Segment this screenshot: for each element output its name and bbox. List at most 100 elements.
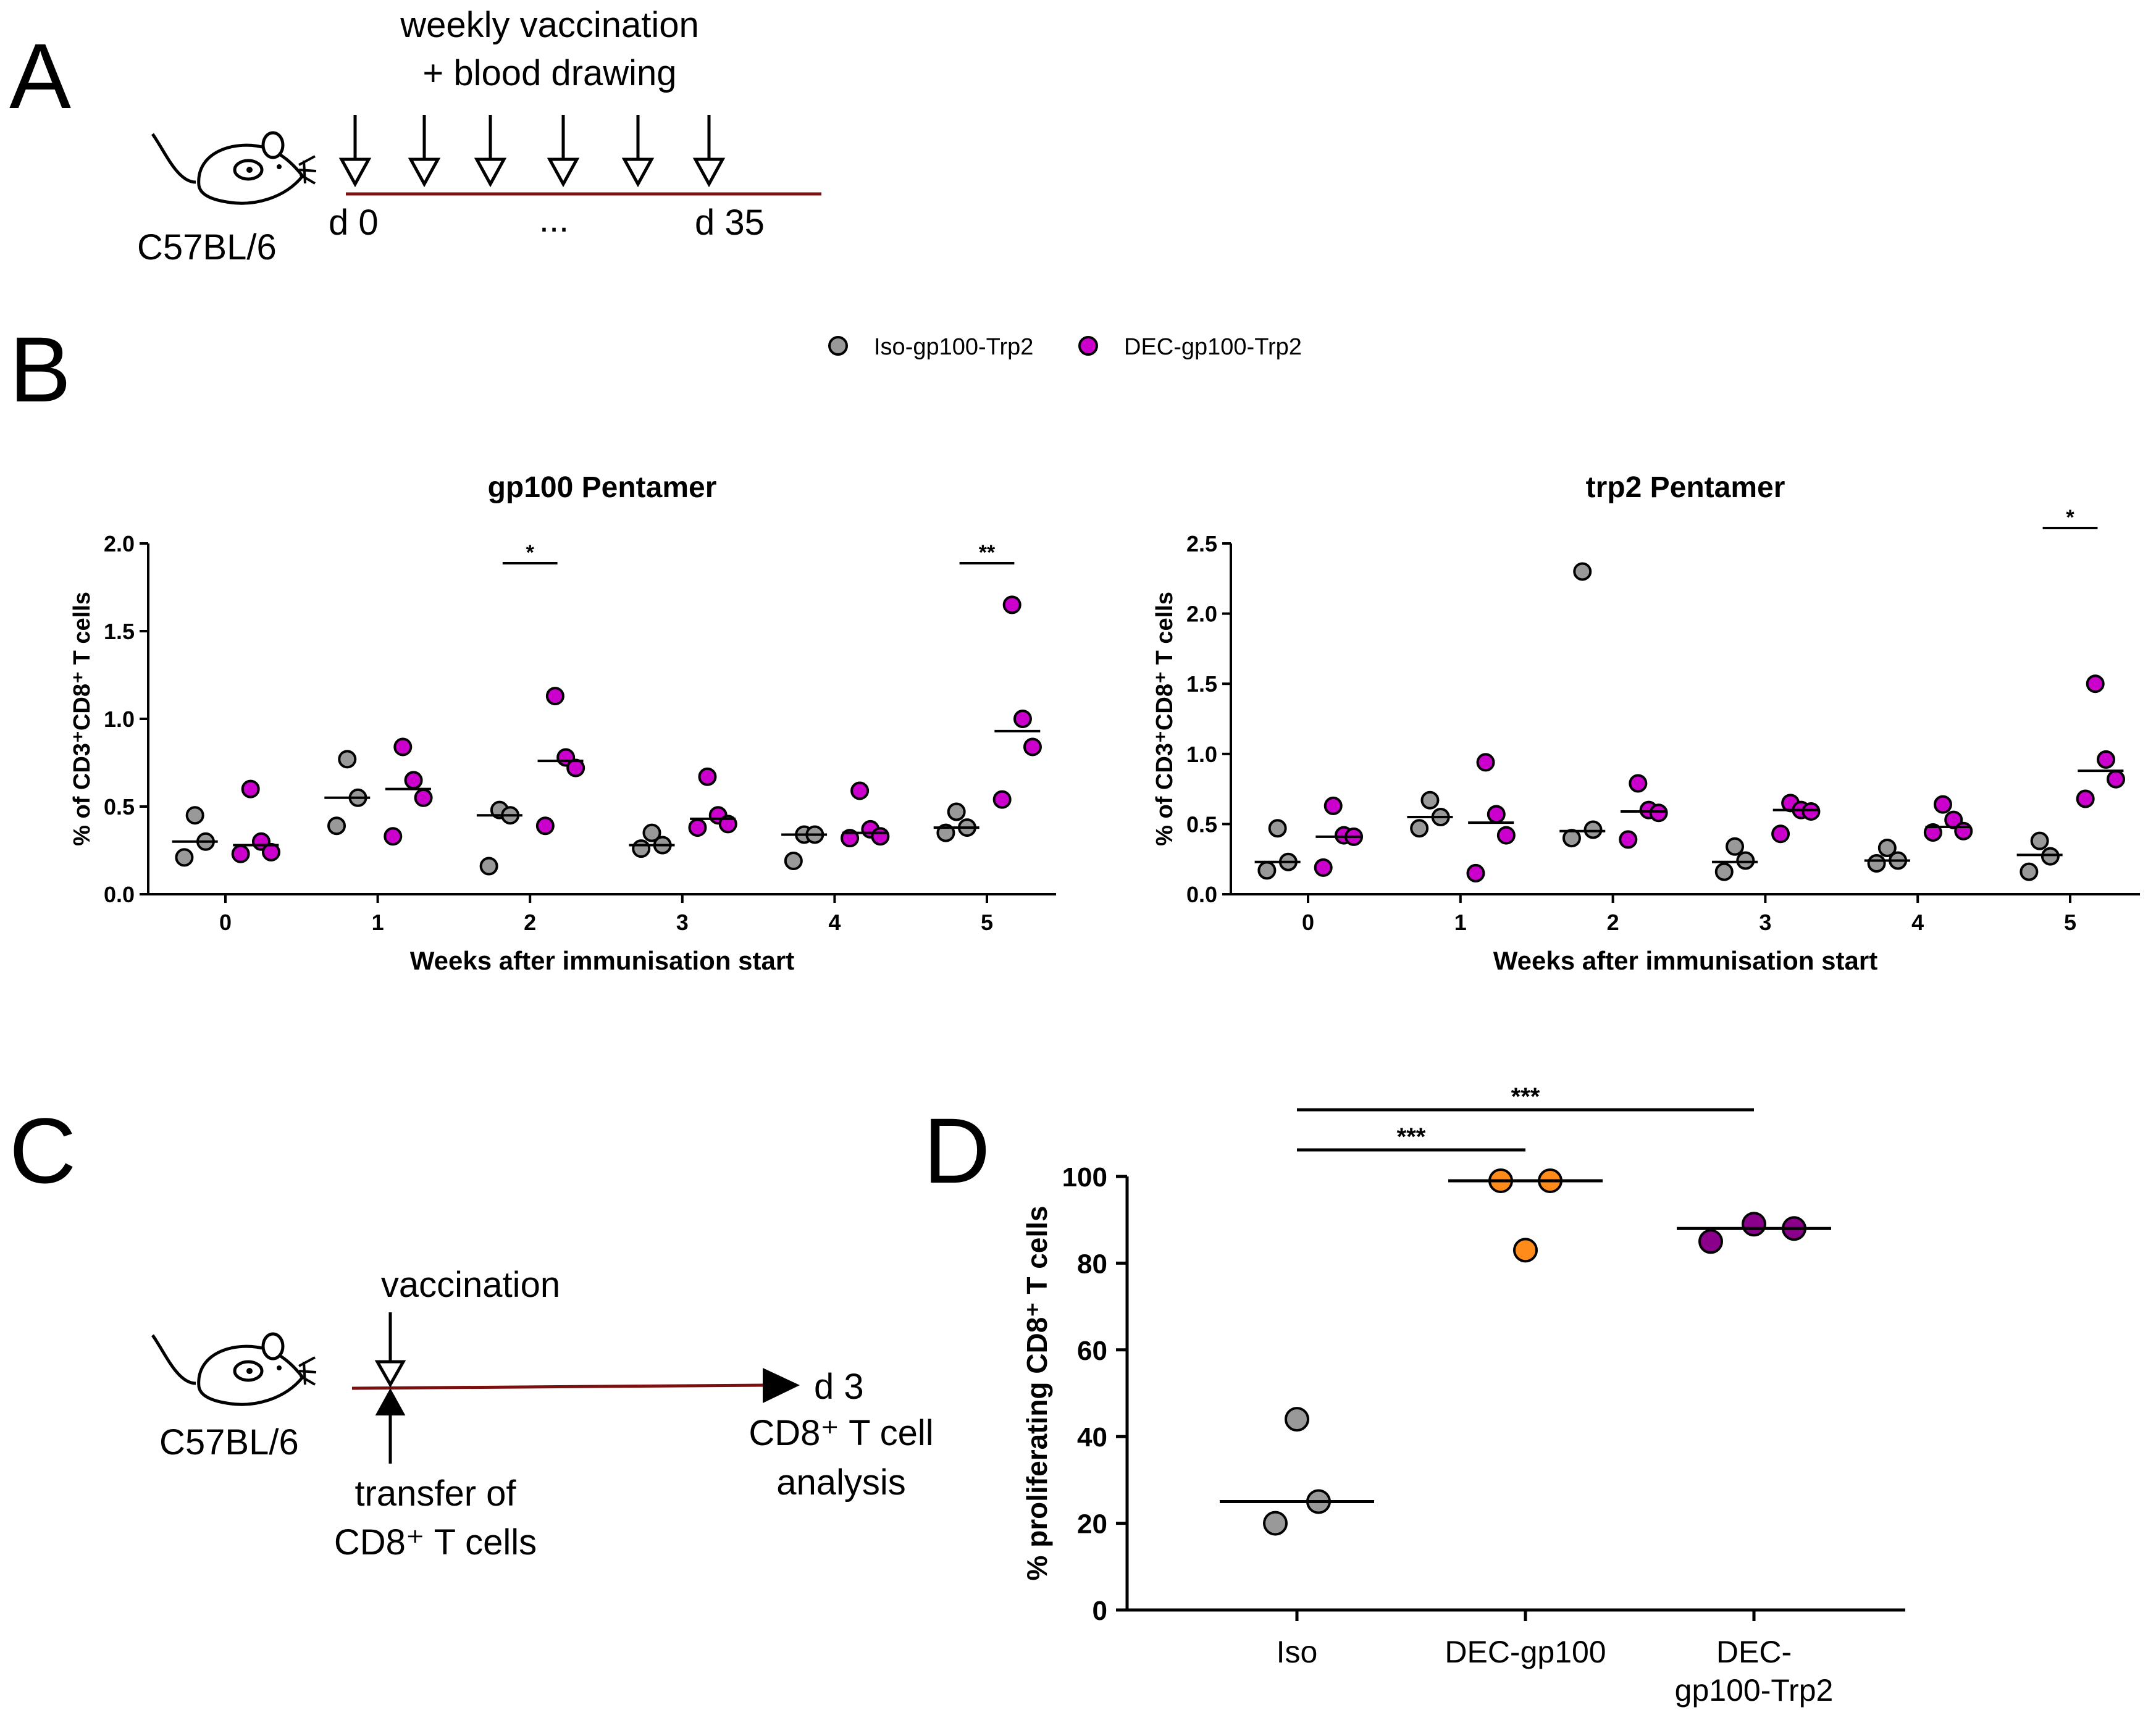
data-point: [841, 829, 860, 848]
panel-c-strain: C57BL/6: [159, 1422, 299, 1462]
mouse-icon: [153, 1334, 316, 1404]
chart-proliferation: 0 20 40 60 80 100 % proliferating CD8⁺ T cells…: [1021, 1083, 1905, 1708]
x-tick-label: 1: [1454, 910, 1467, 935]
y-tick-label: 100: [1062, 1162, 1107, 1193]
data-point: [338, 750, 357, 769]
data-point: [1013, 710, 1032, 728]
data-point: [241, 779, 260, 799]
panel-a-ellipsis: ...: [539, 199, 569, 240]
data-point: [947, 802, 966, 821]
y-tick-label: 2.0: [1186, 602, 1217, 627]
data-point: [1562, 829, 1581, 848]
data-point: [1802, 802, 1821, 821]
legend-marker-iso: [828, 336, 848, 356]
data-point: [2107, 769, 2126, 789]
data-point: [632, 839, 651, 858]
data-point: [2030, 831, 2049, 850]
significance-label: ***: [1511, 1083, 1540, 1110]
y-tick-label: 1.0: [1186, 742, 1217, 767]
data-point: [1629, 774, 1648, 793]
panel-c-label: C: [9, 1099, 76, 1202]
legend-marker-dec: [1078, 336, 1098, 356]
data-point: [1285, 1407, 1309, 1432]
legend: Iso-gp100-Trp2 DEC-gp100-Trp2: [828, 334, 1302, 360]
data-point: [1002, 595, 1021, 614]
data-point: [1420, 790, 1440, 810]
x-tick-label: 4: [1911, 910, 1924, 935]
x-tick-label: 2: [524, 910, 536, 935]
y-tick-label: 20: [1077, 1509, 1107, 1540]
y-tick-label: 1.5: [104, 619, 135, 644]
data-point: [327, 816, 346, 836]
panel-a-strain: C57BL/6: [137, 227, 277, 267]
data-point: [1257, 861, 1277, 880]
chart-title: trp2 Pentamer: [1586, 471, 1785, 504]
y-tick-label: 1.5: [1186, 671, 1217, 697]
data-point: [1466, 863, 1485, 882]
data-point: [850, 781, 870, 800]
data-point: [2086, 674, 2105, 694]
significance-label: ***: [1397, 1123, 1426, 1151]
data-point: [1268, 819, 1287, 838]
data-point: [2096, 750, 2115, 769]
panel-a-header-line2: + blood drawing: [422, 53, 676, 93]
panel-a-day-end: d 35: [695, 203, 765, 243]
y-tick-label: 60: [1077, 1336, 1107, 1366]
data-point: [871, 827, 890, 846]
x-axis-label: Weeks after immunisation start: [410, 946, 794, 975]
vaccination-arrow-icon: [411, 115, 438, 184]
panel-a-day-start: d 0: [329, 203, 379, 243]
panel-c-transfer-line1: transfer of: [354, 1474, 516, 1514]
y-axis-label: % of CD3⁺CD8⁺ T cells: [69, 592, 95, 846]
data-point: [1573, 562, 1592, 581]
x-tick-label: 0: [1302, 910, 1314, 935]
legend-label-dec: DEC-gp100-Trp2: [1124, 334, 1302, 360]
legend-label-iso: Iso-gp100-Trp2: [874, 334, 1033, 360]
panel-c-transfer-line2: CD8⁺ T cells: [334, 1522, 537, 1562]
y-tick-label: 2.5: [1186, 531, 1217, 556]
vaccination-arrow-icon: [342, 115, 369, 184]
data-point: [261, 842, 280, 861]
data-point: [1771, 824, 1790, 844]
data-point: [936, 823, 955, 842]
data-point: [2041, 847, 2060, 866]
timeline-c: [351, 1383, 766, 1390]
panel-d-label: D: [923, 1099, 990, 1202]
x-tick-label: 3: [676, 910, 689, 935]
chart-gp100: gp100 Pentamer 0.0 0.5 1.0 1.5 2.0 0 1 2 3 4 5 Weeks…: [69, 471, 1056, 975]
data-point: [231, 844, 250, 863]
data-point: [1649, 803, 1668, 823]
data-point: [384, 827, 403, 846]
data-point: [2020, 862, 2039, 881]
y-tick-label: 0: [1093, 1596, 1107, 1626]
data-point: [1923, 823, 1942, 842]
significance-label: *: [2066, 506, 2074, 529]
data-point: [393, 737, 413, 757]
y-axis-label: % of CD3⁺CD8⁺ T cells: [1152, 592, 1178, 846]
data-point: [1410, 819, 1429, 838]
panel-c: C C57BL/6 vaccination transfer of CD8⁺ T…: [9, 1099, 934, 1562]
data-point: [185, 806, 204, 825]
data-point: [1263, 1511, 1288, 1536]
vaccination-arrow-icon: [550, 115, 577, 184]
data-point: [2076, 789, 2095, 808]
data-point: [479, 857, 498, 876]
y-tick-label: 0.0: [104, 882, 135, 907]
data-point: [992, 790, 1012, 809]
data-point: [1714, 862, 1734, 881]
y-tick-label: 1.0: [104, 706, 135, 732]
timeline-end-arrow-icon: [763, 1368, 800, 1403]
panel-a-label: A: [9, 24, 71, 128]
data-point: [414, 788, 433, 807]
data-point: [718, 815, 737, 834]
vaccination-arrow-icon: [624, 115, 652, 184]
data-point: [1583, 820, 1603, 839]
data-point: [784, 852, 803, 871]
data-point: [1736, 851, 1755, 870]
data-point: [566, 758, 585, 778]
x-tick-label: 0: [219, 910, 232, 935]
x-tick-label: 4: [828, 910, 841, 935]
data-point: [1619, 830, 1638, 849]
data-point: [1314, 858, 1333, 877]
